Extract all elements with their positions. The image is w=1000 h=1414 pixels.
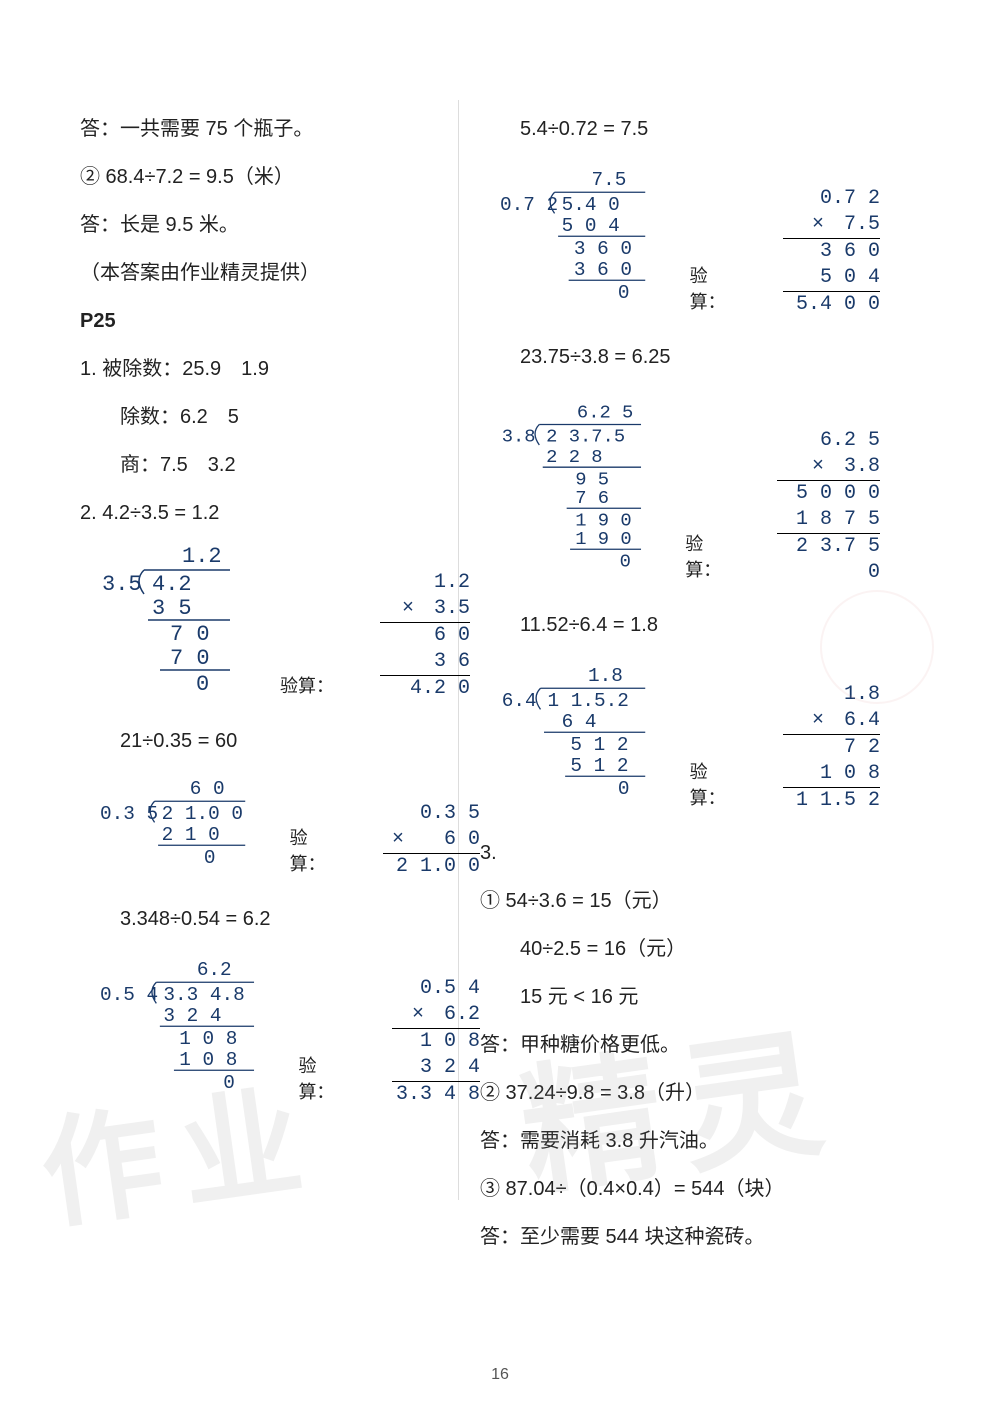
multiplication-check: 6.2 5 × 3.8 5 0 0 0 1 8 7 5 2 3.7 5 0 [777, 428, 880, 586]
text-line: 答：一共需要 75 个瓶子。 [80, 110, 480, 148]
svg-text:2 1.0 0: 2 1.0 0 [162, 803, 243, 825]
multiplication-check: 0.3 5 × 6 0 2 1.0 0 [383, 801, 480, 880]
page: 答：一共需要 75 个瓶子。 ② 68.4÷7.2 = 9.5（米） 答：长是 … [0, 0, 1000, 1414]
svg-text:0: 0 [204, 847, 216, 869]
svg-text:7 0: 7 0 [170, 646, 210, 671]
left-column: 答：一共需要 75 个瓶子。 ② 68.4÷7.2 = 9.5（米） 答：长是 … [80, 100, 480, 1128]
svg-text:0: 0 [618, 778, 630, 800]
text-line: ② 37.24÷9.8 = 3.8（升） [480, 1074, 880, 1112]
svg-text:1 0 8: 1 0 8 [179, 1049, 237, 1071]
svg-text:1.8: 1.8 [588, 665, 623, 687]
check-label: 验算： [290, 824, 338, 880]
svg-text:7 0: 7 0 [170, 622, 210, 647]
check-label: 验算： [298, 1052, 346, 1108]
check-label: 验算： [690, 262, 738, 318]
svg-text:7.5: 7.5 [592, 169, 627, 191]
svg-text:6.4: 6.4 [502, 690, 537, 712]
long-division-svg: 7.5 0.7 2 5.4 0 5 0 4 3 6 0 3 6 0 0 [500, 158, 650, 318]
text-line: 答：至少需要 544 块这种瓷砖。 [480, 1218, 880, 1256]
svg-text:1.2: 1.2 [182, 544, 222, 569]
svg-text:6.2: 6.2 [197, 959, 232, 981]
long-division-svg: 6 0 0.3 5 2 1.0 0 2 1 0 0 [100, 770, 250, 880]
multiplication-check: 0.7 2 × 7.5 3 6 0 5 0 4 5.4 0 0 [783, 186, 880, 318]
svg-text:5.4 0: 5.4 0 [562, 194, 620, 216]
svg-text:3 6 0: 3 6 0 [574, 259, 632, 281]
calc-block: 6 0 0.3 5 2 1.0 0 2 1 0 0 验算： 0.3 5 × 6 … [100, 770, 480, 880]
calc-block: 6.2 5 3.8 2 3.7.5 2 2 8 9 5 7 6 1 9 0 1 … [500, 386, 880, 586]
svg-text:0.3 5: 0.3 5 [100, 803, 158, 825]
text-line: 商：7.5 3.2 [80, 446, 480, 484]
section-heading: P25 [80, 302, 480, 340]
text-line: 21÷0.35 = 60 [80, 722, 480, 760]
page-number: 16 [0, 1366, 1000, 1384]
check-label: 验算： [280, 672, 334, 702]
text-line: 答：甲种糖价格更低。 [480, 1026, 880, 1064]
svg-text:0: 0 [223, 1072, 235, 1094]
multiplication-check: 1.2 × 3.5 6 0 3 6 4.2 0 [380, 570, 470, 702]
svg-text:3.3 4.8: 3.3 4.8 [163, 984, 244, 1006]
svg-text:6.2 5: 6.2 5 [577, 402, 633, 424]
svg-text:5 1 2: 5 1 2 [570, 755, 628, 777]
text-line: 11.52÷6.4 = 1.8 [480, 606, 880, 644]
check-label: 验算： [685, 530, 731, 586]
multiplication-check: 1.8 × 6.4 7 2 1 0 8 1 1.5 2 [783, 682, 880, 814]
text-line: 5.4÷0.72 = 7.5 [480, 110, 880, 148]
svg-text:5 0 4: 5 0 4 [562, 215, 620, 237]
calc-block: 1.2 3.5 4.2 3 5 7 0 7 0 0 验算： 1.2 × 3.5 [100, 542, 480, 702]
calc-block: 1.8 6.4 1 1.5.2 6 4 5 1 2 5 1 2 0 验算： 1.… [500, 654, 880, 814]
long-division-svg: 1.8 6.4 1 1.5.2 6 4 5 1 2 5 1 2 0 [500, 654, 650, 814]
svg-text:7 6: 7 6 [575, 487, 609, 509]
text-line: 40÷2.5 = 16（元） [480, 930, 880, 968]
text-line: （本答案由作业精灵提供） [80, 254, 480, 292]
svg-text:0: 0 [196, 672, 209, 697]
svg-text:0.7 2: 0.7 2 [500, 194, 558, 216]
svg-text:3.8: 3.8 [502, 426, 536, 448]
right-column: 5.4÷0.72 = 7.5 7.5 0.7 2 5.4 0 5 0 4 3 6… [480, 100, 880, 1266]
svg-text:3 2 4: 3 2 4 [163, 1005, 221, 1027]
svg-text:1 0 8: 1 0 8 [179, 1028, 237, 1050]
multiplication-check: 0.5 4 × 6.2 1 0 8 3 2 4 3.3 4 8 [392, 976, 480, 1108]
text-line: 15 元 < 16 元 [480, 978, 880, 1016]
svg-text:6 0: 6 0 [190, 778, 225, 800]
text-line: ③ 87.04÷（0.4×0.4）= 544（块） [480, 1170, 880, 1208]
long-division-svg: 6.2 0.5 4 3.3 4.8 3 2 4 1 0 8 1 0 8 0 [100, 948, 258, 1108]
svg-text:3.5: 3.5 [102, 572, 142, 597]
check-label: 验算： [690, 758, 738, 814]
calc-block: 6.2 0.5 4 3.3 4.8 3 2 4 1 0 8 1 0 8 0 验算… [100, 948, 480, 1108]
long-division-svg: 1.2 3.5 4.2 3 5 7 0 7 0 0 [100, 542, 240, 702]
text-line: 除数：6.2 5 [80, 398, 480, 436]
long-division-svg: 6.2 5 3.8 2 3.7.5 2 2 8 9 5 7 6 1 9 0 1 … [500, 386, 645, 586]
svg-text:2 2 8: 2 2 8 [546, 446, 602, 468]
text-line: 2. 4.2÷3.5 = 1.2 [80, 494, 480, 532]
svg-text:2 1 0: 2 1 0 [162, 824, 220, 846]
text-line: ② 68.4÷7.2 = 9.5（米） [80, 158, 480, 196]
svg-text:0.5 4: 0.5 4 [100, 984, 158, 1006]
svg-text:0: 0 [620, 550, 631, 572]
svg-text:3 5: 3 5 [152, 596, 192, 621]
calc-block: 7.5 0.7 2 5.4 0 5 0 4 3 6 0 3 6 0 0 验算： … [500, 158, 880, 318]
text-line: 23.75÷3.8 = 6.25 [480, 338, 880, 376]
text-line: 3.348÷0.54 = 6.2 [80, 900, 480, 938]
text-line: 答：长是 9.5 米。 [80, 206, 480, 244]
text-line: 答：需要消耗 3.8 升汽油。 [480, 1122, 880, 1160]
svg-text:2 3.7.5: 2 3.7.5 [546, 426, 625, 448]
svg-text:1 1.5.2: 1 1.5.2 [548, 690, 629, 712]
text-line: ① 54÷3.6 = 15（元） [480, 882, 880, 920]
svg-text:5 1 2: 5 1 2 [570, 734, 628, 756]
text-line: 1. 被除数：25.9 1.9 [80, 350, 480, 388]
svg-text:1 9 0: 1 9 0 [575, 528, 631, 550]
svg-text:0: 0 [618, 282, 630, 304]
svg-text:3 6 0: 3 6 0 [574, 238, 632, 260]
svg-text:4.2: 4.2 [152, 572, 192, 597]
svg-text:6 4: 6 4 [562, 711, 597, 733]
text-line: 3. [480, 834, 880, 872]
